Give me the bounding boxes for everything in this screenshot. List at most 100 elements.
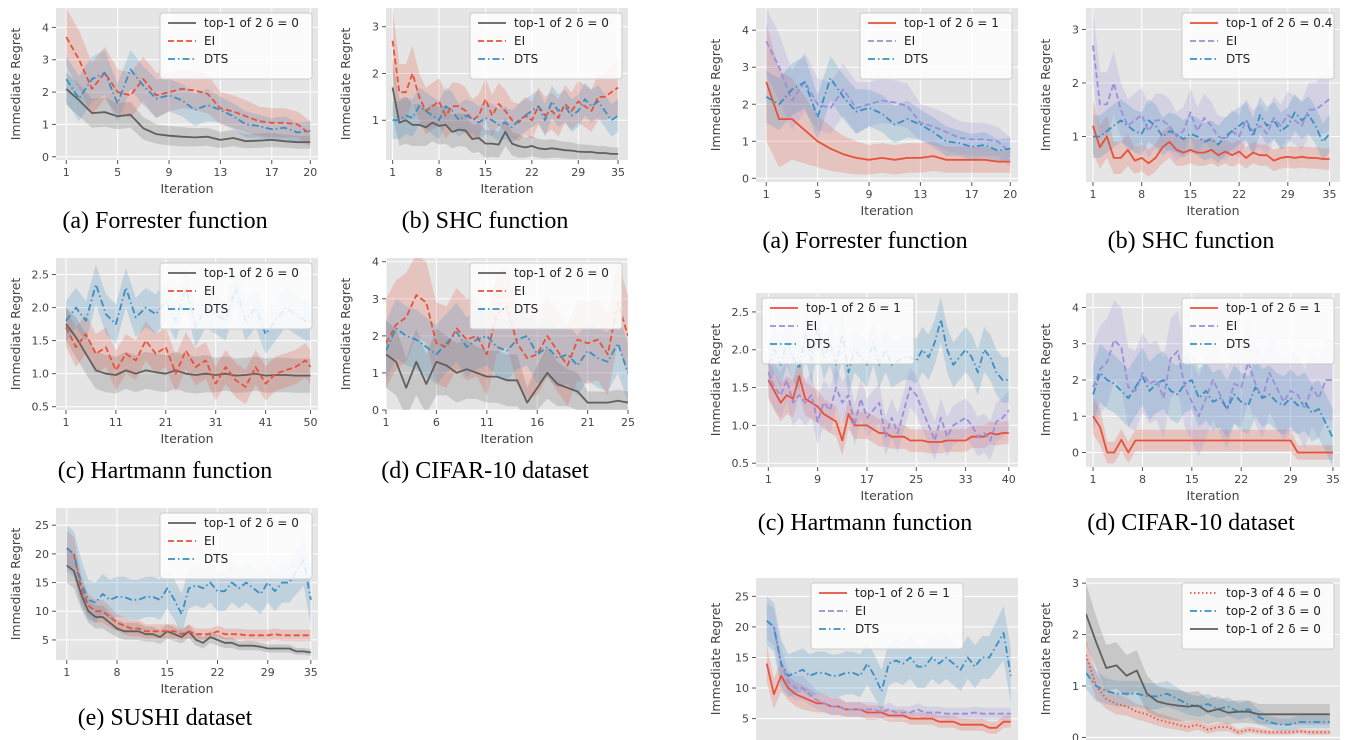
line-series-1 [766,620,1011,715]
y-tick-label: 25 [735,590,749,603]
legend-entry: top-1 of 2 δ = 1 [806,301,901,315]
band-series-0 [392,59,619,160]
x-axis-label: Iteration [160,181,213,196]
line-series-0 [1086,654,1330,734]
x-tick-label: 31 [209,416,223,429]
legend-entry: top-1 of 2 δ = 1 [1226,301,1321,315]
line-series-2 [66,547,312,615]
legend-entry: DTS [204,302,228,316]
y-tick-label: 2.5 [32,269,50,282]
x-axis-label: Iteration [160,681,213,696]
line-series-0 [765,663,1011,729]
x-tick-label: 21 [581,416,595,429]
y-tick-label: 3 [1072,338,1079,351]
line-series-0 [1092,415,1333,454]
line-series-0 [391,87,619,155]
y-tick-label: 4 [1072,302,1079,315]
legend-box [469,12,623,80]
y-axis-label: Immediate Regret [1038,603,1053,716]
series-group [765,596,1012,734]
y-axis-label: Immediate Regret [338,28,353,141]
x-tick-label: 35 [304,666,318,679]
x-tick-label: 15 [1185,473,1199,486]
y-axis-label: Immediate Regret [8,28,23,141]
band-series-1 [1086,657,1330,731]
x-tick-label: 35 [1323,188,1337,201]
legend-entry: DTS [1226,52,1250,66]
legend: top-1 of 2 δ = 0 EI DTS [159,512,313,580]
legend-entry: DTS [204,52,228,66]
legend-box [469,262,623,330]
legend-entry: EI [1226,34,1237,48]
band-series-2 [766,56,1011,162]
caption-right-a: (a) Forrester function [762,228,968,254]
y-tick-label: 10 [35,605,49,618]
x-tick-label: 20 [303,166,317,179]
y-tick-label: 3 [372,293,379,306]
legend-entry: DTS [1226,337,1250,351]
legend-box [1181,12,1335,80]
y-tick-label: 3 [1072,577,1079,590]
x-tick-label: 1 [1090,473,1097,486]
caption-left-b: (b) SHC function [401,208,569,234]
legend-box [859,12,1013,80]
x-tick-label: 15 [160,666,174,679]
y-tick-label: 20 [35,548,49,561]
x-tick-label: 29 [1284,473,1298,486]
x-tick-label: 11 [480,416,494,429]
legend-entry: DTS [855,622,879,636]
line-series-1 [1086,672,1330,726]
legend: top-1 of 2 δ = 0 EI DTS [159,12,313,80]
x-axis-label: Iteration [860,203,913,218]
x-tick-label: 17 [965,188,979,201]
caption-right-d: (d) CIFAR-10 dataset [1087,510,1295,536]
line-series-1 [66,547,311,637]
series-group [1092,300,1334,467]
legend-entry: top-2 of 3 δ = 0 [1226,604,1321,618]
x-tick-label: 29 [261,666,275,679]
x-tick-label: 1 [62,416,69,429]
x-tick-label: 20 [1003,188,1017,201]
legend: top-1 of 2 δ = 1 EI DTS [761,297,915,365]
caption-left-a: (a) Forrester function [62,208,268,234]
series-group [66,525,312,656]
legend-entry: EI [514,284,525,298]
y-tick-label: 2 [1072,374,1079,387]
x-tick-label: 15 [478,166,492,179]
x-tick-label: 1 [63,166,70,179]
x-tick-label: 1 [763,188,770,201]
x-tick-label: 22 [1232,188,1246,201]
caption-left-c: (c) Hartmann function [57,458,273,484]
x-tick-label: 9 [866,188,873,201]
y-tick-label: 25 [35,519,49,532]
x-tick-label: 40 [1002,473,1016,486]
y-tick-label: 5 [742,713,749,726]
y-tick-label: 1.5 [32,335,50,348]
band-series-1 [66,530,311,642]
x-tick-label: 21 [159,416,173,429]
y-tick-label: 0.5 [732,457,750,470]
line-series-1 [1092,339,1333,418]
y-tick-label: 1 [372,367,379,380]
y-tick-label: 10 [735,682,749,695]
y-tick-label: 2.0 [32,302,50,315]
legend-box [159,512,313,580]
y-tick-label: 0 [742,172,749,185]
y-tick-label: 1.0 [732,419,750,432]
legend-entry: DTS [904,52,928,66]
line-series-0 [767,375,1009,443]
legend: top-1 of 2 δ = 0 EI DTS [469,12,623,80]
legend-entry: EI [855,604,866,618]
y-tick-label: 1 [42,118,49,131]
y-axis-label: Immediate Regret [8,278,23,391]
y-tick-label: 2 [1072,629,1079,642]
y-tick-label: 1.5 [732,382,750,395]
y-tick-label: 2.0 [732,344,750,357]
line-series-2 [386,327,628,374]
band-series-0 [1086,639,1330,736]
line-series-1 [391,40,619,124]
y-axis-label: Immediate Regret [8,528,23,641]
legend-entry: top-1 of 2 δ = 0 [204,16,299,30]
y-tick-label: 1 [1072,410,1079,423]
x-tick-label: 8 [114,666,121,679]
